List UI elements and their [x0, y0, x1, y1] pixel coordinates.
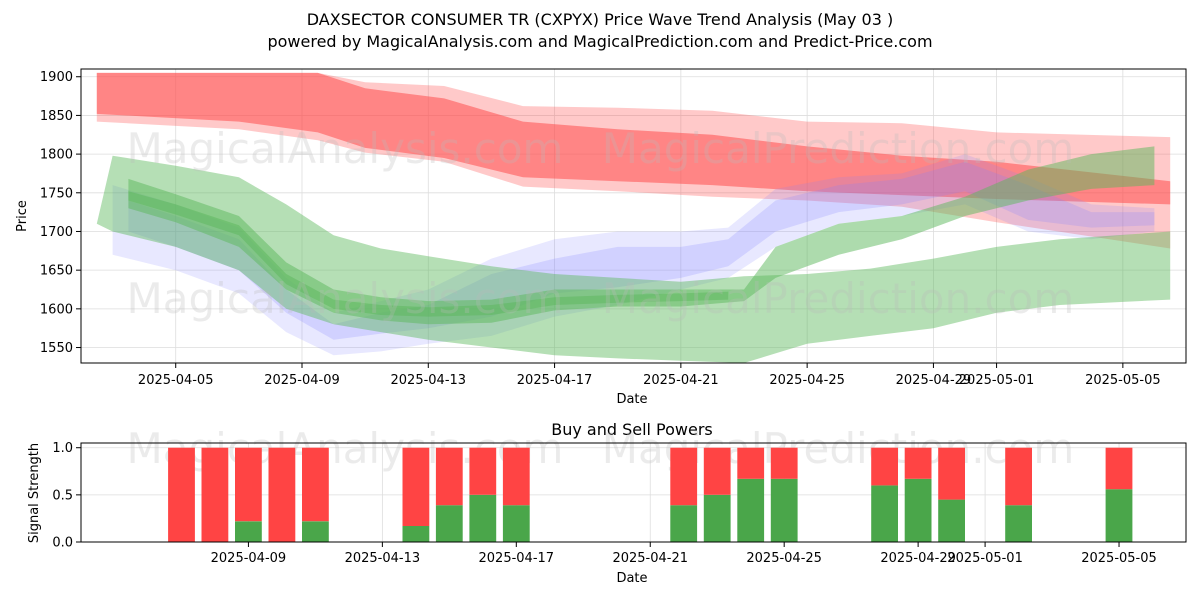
- sell-power-bar: [168, 447, 195, 542]
- price-y-tick-label: 1800: [40, 148, 73, 163]
- sell-power-bar: [703, 447, 731, 495]
- signal-y-tick-label: 0.0: [52, 536, 73, 551]
- sell-power-bar: [435, 447, 463, 506]
- price-y-tick-label: 1550: [40, 341, 73, 356]
- signal-axes-frame: [80, 442, 1187, 543]
- sell-power-bar: [201, 447, 229, 542]
- sell-power-bar: [402, 447, 430, 526]
- buy-power-bar: [1005, 505, 1032, 542]
- price-x-label: Date: [616, 392, 647, 407]
- buy-power-bar: [770, 478, 798, 542]
- buy-power-bar: [938, 499, 965, 542]
- signal-x-ticks: 2025-04-09 2025-04-13 2025-04-17 2025-04-21…: [211, 542, 1157, 566]
- price-y-label: Price: [15, 200, 30, 232]
- sell-power-bar: [670, 447, 698, 506]
- price-bands: [96, 72, 1171, 363]
- sell-power-bar: [469, 447, 497, 495]
- signal-x-tick-label: 2025-04-21: [612, 551, 688, 566]
- watermark-prediction-middle: MagicalPrediction.com: [602, 274, 1075, 323]
- signal-y-ticks: 0.0 0.5 1.0: [52, 441, 81, 551]
- buy-power-bar: [904, 478, 932, 542]
- price-y-tick-label: 1700: [40, 225, 73, 240]
- sell-power-bar: [770, 447, 798, 479]
- price-y-tick-label: 1850: [40, 109, 73, 124]
- sell-power-bar: [268, 447, 296, 542]
- signal-bars: [168, 447, 1133, 542]
- buy-power-bar: [302, 521, 329, 542]
- price-x-tick-label: 2025-04-05: [138, 373, 214, 388]
- buy-power-bar: [703, 494, 731, 542]
- buy-power-bar: [670, 505, 698, 542]
- price-x-tick-label: 2025-04-17: [517, 373, 593, 388]
- red-wave-band-2: [96, 72, 1171, 205]
- buy-power-bar: [502, 505, 530, 542]
- buy-power-bar: [469, 494, 497, 542]
- signal-x-tick-label: 2025-04-29: [880, 551, 956, 566]
- price-x-ticks: 2025-04-05 2025-04-09 2025-04-13 2025-04-17…: [138, 363, 1161, 388]
- main-subtitle: powered by MagicalAnalysis.com and Magic…: [267, 32, 932, 51]
- sell-power-bar: [1005, 447, 1032, 506]
- watermark-analysis-top: MagicalAnalysis.com: [127, 124, 564, 173]
- buy-power-bar: [871, 485, 898, 542]
- signal-x-tick-label: 2025-04-25: [746, 551, 822, 566]
- green-wave-band-6: [128, 146, 1155, 325]
- buy-power-bar: [1105, 489, 1133, 542]
- price-axes-frame: [80, 68, 1187, 364]
- signal-x-label: Date: [616, 571, 647, 586]
- price-x-tick-label: 2025-05-01: [959, 373, 1035, 388]
- buy-power-bar: [737, 478, 765, 542]
- signal-x-tick-label: 2025-05-01: [947, 551, 1023, 566]
- price-x-tick-label: 2025-04-29: [896, 373, 972, 388]
- buy-power-bar: [235, 521, 262, 542]
- price-y-tick-label: 1600: [40, 302, 73, 317]
- sell-power-bar: [235, 447, 262, 522]
- signal-x-tick-label: 2025-05-05: [1081, 551, 1157, 566]
- signal-x-tick-label: 2025-04-13: [345, 551, 421, 566]
- sell-power-bar: [904, 447, 932, 479]
- sell-power-bar: [1105, 447, 1133, 490]
- watermark-analysis-middle: MagicalAnalysis.com: [127, 274, 564, 323]
- signal-y-tick-label: 0.5: [52, 488, 73, 503]
- signal-x-tick-label: 2025-04-17: [479, 551, 555, 566]
- price-x-tick-label: 2025-04-09: [264, 373, 340, 388]
- price-y-tick-label: 1900: [40, 70, 73, 85]
- signal-title: Buy and Sell Powers: [551, 420, 713, 439]
- price-x-tick-label: 2025-05-05: [1085, 373, 1161, 388]
- sell-power-bar: [502, 447, 530, 506]
- buy-power-bar: [435, 505, 463, 542]
- price-y-tick-label: 1750: [40, 186, 73, 201]
- sell-power-bar: [938, 447, 965, 500]
- signal-panel: Buy and Sell Powers MagicalAnalysis.com …: [27, 420, 1187, 586]
- price-x-tick-label: 2025-04-25: [769, 373, 845, 388]
- signal-x-tick-label: 2025-04-09: [211, 551, 287, 566]
- price-y-ticks: 1550 1600 1650 1700 1750 1800 1850 1900: [40, 70, 81, 356]
- main-title: DAXSECTOR CONSUMER TR (CXPYX) Price Wave…: [307, 10, 893, 29]
- buy-power-bar: [402, 526, 430, 542]
- watermark-prediction-top: MagicalPrediction.com: [602, 124, 1075, 173]
- sell-power-bar: [737, 447, 765, 479]
- price-x-tick-label: 2025-04-21: [643, 373, 719, 388]
- price-x-tick-label: 2025-04-13: [391, 373, 467, 388]
- signal-y-label: Signal Strength: [27, 443, 42, 543]
- price-panel: MagicalAnalysis.com MagicalPrediction.co…: [15, 68, 1187, 407]
- price-watermarks: MagicalAnalysis.com MagicalPrediction.co…: [127, 124, 1075, 323]
- sell-power-bar: [302, 447, 329, 522]
- sell-power-bar: [871, 447, 898, 486]
- blue-wave-band-4: [128, 161, 1155, 340]
- signal-plot-area: [81, 443, 1186, 542]
- price-y-tick-label: 1650: [40, 264, 73, 279]
- signal-y-tick-label: 1.0: [52, 441, 73, 456]
